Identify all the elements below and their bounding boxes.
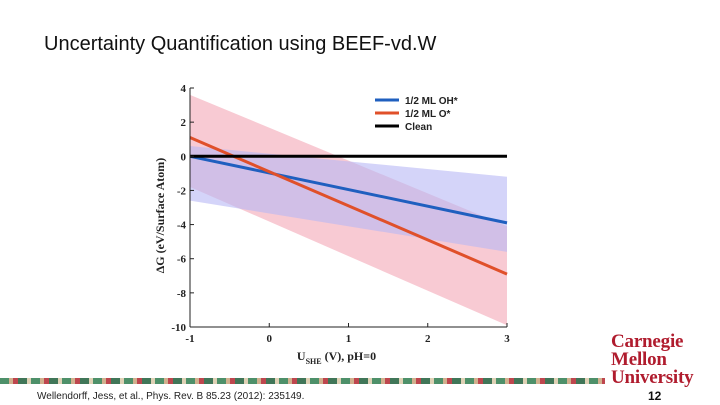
x-tick-label: -1 (185, 333, 194, 345)
uncertainty-bands (190, 94, 507, 326)
legend-label-1: 1/2 ML O* (405, 109, 450, 120)
cmu-logo: Carnegie Mellon University (611, 331, 711, 388)
y-tick-label: 2 (181, 117, 187, 129)
legend-label-0: 1/2 ML OH* (405, 96, 458, 107)
line-half-ml-oh (189, 154, 508, 225)
citation: Wellendorff, Jess, et al., Phys. Rev. B … (37, 391, 305, 402)
y-tick-label: -4 (177, 220, 187, 232)
y-axis-title: ΔG (eV/Surface Atom) (153, 158, 167, 274)
y-tick-label: 4 (181, 83, 187, 95)
y-tick-label: -6 (177, 254, 187, 266)
y-tick-label: 0 (181, 151, 187, 163)
x-tick-label: 1 (346, 333, 352, 345)
x-tick-label: 2 (425, 333, 431, 345)
legend-label-2: Clean (405, 122, 432, 133)
page-number: 12 (648, 389, 662, 403)
chart-legend: 1/2 ML OH* 1/2 ML O* Clean (375, 96, 458, 133)
logo-line-university: University (611, 367, 694, 388)
series-lines (189, 136, 508, 276)
y-tick-label: -10 (171, 322, 186, 334)
decorative-tartan-strip (0, 378, 605, 384)
slide-title: Uncertainty Quantification using BEEF-vd… (44, 33, 437, 55)
logo-line-mellon: Mellon (611, 349, 667, 370)
x-axis-title: USHE (V), pH=0 (297, 349, 376, 366)
y-tick-label: -8 (177, 288, 187, 300)
x-tick-label: 0 (267, 333, 273, 345)
line-half-ml-o (189, 136, 508, 276)
y-tick-label: -2 (177, 185, 187, 197)
x-axis-title-subscript: SHE (306, 357, 322, 366)
logo-line-carnegie: Carnegie (611, 331, 684, 352)
x-tick-label: 3 (504, 333, 510, 345)
x-axis-title-main: U (297, 349, 306, 363)
x-axis-title-rest: (V), pH=0 (322, 349, 377, 363)
